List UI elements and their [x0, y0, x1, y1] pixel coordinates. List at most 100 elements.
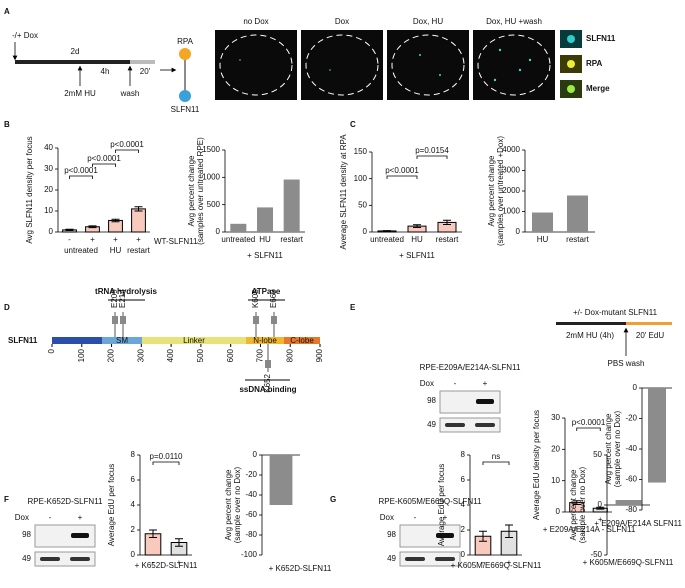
band	[475, 423, 495, 427]
y-tick-label: 30	[44, 164, 53, 173]
label: ssDNA binding	[239, 385, 296, 394]
y-axis-label: (samples over untreated +Dox)	[496, 136, 505, 246]
error-bar	[505, 524, 513, 538]
y-tick-label: 1000	[502, 207, 520, 216]
bracket	[69, 175, 93, 179]
ruler-label: 600	[226, 348, 235, 362]
mutation-label: E669	[269, 289, 278, 308]
y-tick-label: 0	[461, 550, 466, 559]
condition-label: Dox, HU +wash	[486, 17, 542, 26]
error-bar	[383, 230, 391, 232]
annotation: p<0.0001	[110, 140, 144, 149]
y-tick-label: -20	[245, 470, 257, 479]
domain-label: Linker	[183, 336, 205, 345]
y-tick-label: -60	[245, 510, 257, 519]
bar	[648, 388, 666, 483]
y-tick-label: 0	[253, 450, 258, 459]
y-tick-label: 0	[216, 227, 221, 236]
mutation-label: E214	[118, 289, 127, 308]
y-tick-label: 4	[461, 500, 466, 509]
y-axis-label: Average SLFN11 density at RPA	[339, 134, 348, 250]
inset-label: Merge	[586, 84, 610, 93]
blot-title: RPE-K605M/E669Q-SLFN11	[378, 497, 482, 506]
domain-label: C-lobe	[290, 336, 314, 345]
y-tick-label: 0	[516, 227, 521, 236]
blot-title: RPE-E209A/E214A-SLFN11	[420, 363, 521, 372]
label: SLFN11	[8, 336, 38, 345]
x-tick-label: restart	[280, 235, 303, 244]
note: WT-SLFN11	[154, 237, 198, 246]
bar	[269, 455, 293, 505]
x-tick-label: +	[113, 235, 118, 244]
x-tick-label: -	[575, 515, 578, 524]
y-tick-label: 500	[207, 200, 221, 209]
bracket	[92, 163, 116, 167]
y-tick-label: 20	[551, 444, 560, 453]
condition-label: Dox, HU	[413, 17, 443, 26]
y-tick-label: 0	[633, 383, 638, 392]
band	[71, 533, 89, 538]
x-tick-label: untreated	[221, 235, 255, 244]
note: + SLFN11	[247, 251, 283, 260]
label: 4h	[101, 67, 110, 76]
group-label: restart	[127, 246, 150, 255]
timeline	[12, 42, 191, 102]
y-axis-label: Average EdU per focus	[437, 464, 446, 547]
y-tick-label: 0	[131, 550, 136, 559]
annotation: ns	[492, 452, 500, 461]
annotation: p=0.0110	[150, 452, 184, 461]
bar	[615, 500, 642, 505]
domain-label: SM	[116, 336, 128, 345]
y-tick-label: -40	[625, 444, 637, 453]
ruler-label: 100	[77, 348, 86, 362]
label: -	[49, 513, 52, 522]
y-axis-label: Average EdU per focus	[107, 464, 116, 547]
bracket	[576, 427, 601, 431]
band	[445, 423, 465, 427]
error-bar	[175, 538, 183, 547]
y-tick-label: 10	[44, 206, 53, 215]
band	[405, 557, 425, 561]
y-axis-label: Avg percent change	[487, 155, 496, 227]
y-tick-label: -20	[625, 414, 637, 423]
panel-label: C	[350, 120, 356, 129]
x-tick-label: + K652D-SLFN11	[269, 564, 332, 573]
ruler-label: 200	[107, 348, 116, 362]
y-tick-label: 6	[131, 475, 136, 484]
y-tick-label: -100	[241, 550, 258, 559]
ruler-label: 400	[166, 348, 175, 362]
error-bar	[443, 219, 451, 226]
domain-label: N-lobe	[253, 336, 277, 345]
label: Dox	[380, 513, 394, 522]
label: 49	[387, 554, 396, 563]
label: -/+ Dox	[12, 31, 38, 40]
x-tick-label: HU	[259, 235, 271, 244]
label: 98	[427, 396, 436, 405]
label: +	[78, 513, 83, 522]
label: 49	[427, 420, 436, 429]
y-tick-label: 20	[44, 185, 53, 194]
label: tRNA hydrolysis	[95, 287, 157, 296]
bar	[230, 223, 247, 232]
bar	[532, 212, 553, 232]
y-axis-label: Avg SLFN11 density per focus	[25, 136, 34, 243]
annotation: p=0.0154	[415, 146, 449, 155]
group-label: untreated	[64, 246, 98, 255]
label: SLFN11	[171, 105, 200, 114]
annotation: p<0.0001	[385, 166, 419, 175]
micrographs	[215, 30, 582, 100]
note: + SLFN11	[399, 251, 435, 260]
y-tick-label: 150	[354, 147, 368, 156]
bracket	[386, 175, 418, 179]
blot	[399, 524, 461, 548]
x-tick-label: -	[482, 558, 485, 567]
y-axis-label: Avg percent change	[569, 469, 578, 541]
panel-label: F	[4, 495, 9, 504]
label: -	[454, 379, 457, 388]
band	[436, 533, 454, 538]
note: + K652D-SLFN11	[135, 561, 198, 570]
panel-label: D	[4, 303, 10, 312]
x-tick-label: + E209A/E214A SLFN11	[594, 519, 682, 528]
x-tick-label: restart	[566, 235, 589, 244]
y-axis-label: (samples over untreated RPE)	[196, 137, 205, 245]
